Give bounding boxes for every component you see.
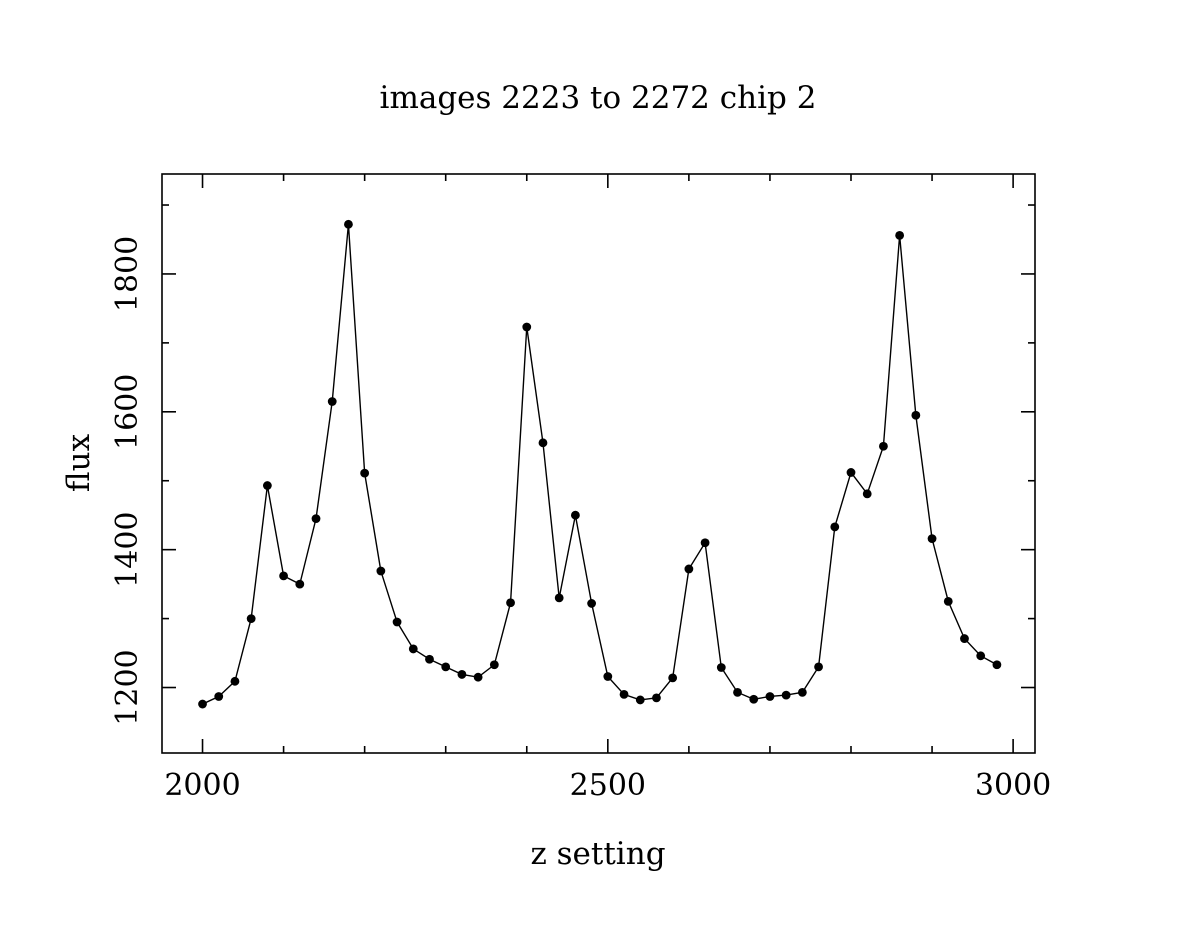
y-tick-label-0: 1200: [110, 649, 145, 725]
data-point-39: [830, 522, 840, 532]
data-series: [198, 219, 1002, 709]
data-point-49: [992, 660, 1002, 670]
data-point-1: [214, 692, 224, 701]
data-point-25: [603, 672, 613, 681]
series-line-0: [202, 224, 998, 705]
x-axis-label: z setting: [530, 836, 665, 872]
data-point-40: [846, 468, 856, 477]
data-point-14: [425, 654, 434, 664]
data-point-2: [230, 676, 240, 686]
data-point-44: [911, 410, 921, 420]
data-point-21: [538, 438, 548, 448]
data-point-8: [327, 397, 337, 406]
data-point-11: [376, 566, 386, 576]
data-point-10: [360, 468, 370, 478]
data-point-41: [862, 489, 872, 499]
data-point-43: [895, 230, 905, 240]
data-point-19: [506, 598, 515, 608]
data-point-4: [262, 481, 272, 490]
data-point-6: [295, 579, 305, 589]
data-point-32: [716, 663, 726, 672]
data-point-3: [246, 614, 256, 623]
data-point-31: [700, 538, 710, 548]
data-point-38: [814, 662, 823, 672]
x-tick-label-1: 2500: [570, 768, 646, 803]
data-point-22: [554, 593, 564, 603]
data-point-18: [489, 660, 499, 670]
data-point-46: [943, 596, 953, 606]
y-axis-tick-labels: 1200 1400 1600 1800: [110, 236, 145, 726]
data-point-9: [344, 219, 353, 229]
data-point-26: [619, 690, 629, 699]
data-point-27: [635, 695, 645, 705]
data-point-24: [587, 599, 597, 608]
data-point-29: [668, 673, 678, 683]
series-0: [198, 219, 1002, 709]
data-point-15: [441, 662, 451, 672]
plot-frame: [161, 173, 1036, 754]
data-point-12: [392, 617, 402, 627]
data-point-13: [408, 644, 418, 654]
data-point-36: [781, 690, 791, 700]
y-tick-label-3: 1800: [110, 236, 145, 312]
axis-ticks: [162, 174, 1035, 753]
y-axis-label: flux: [61, 433, 97, 492]
data-point-47: [960, 634, 969, 643]
data-point-30: [684, 564, 694, 574]
data-point-35: [765, 692, 775, 701]
data-point-0: [198, 699, 207, 709]
data-point-37: [797, 687, 807, 697]
y-tick-label-2: 1600: [110, 374, 145, 450]
chart-title: images 2223 to 2272 chip 2: [380, 80, 817, 116]
data-point-5: [279, 571, 288, 581]
data-point-16: [457, 670, 467, 679]
data-point-45: [927, 534, 937, 544]
data-point-34: [749, 694, 759, 704]
x-axis-tick-labels: 2000 2500 3000: [164, 768, 1051, 803]
data-point-48: [976, 651, 986, 661]
data-point-28: [652, 693, 661, 703]
data-point-33: [733, 687, 742, 697]
data-point-23: [570, 510, 580, 520]
x-tick-label-2: 3000: [975, 768, 1051, 803]
data-point-42: [879, 441, 888, 451]
data-point-17: [473, 672, 483, 682]
x-tick-label-0: 2000: [164, 768, 240, 803]
y-tick-label-1: 1400: [110, 511, 145, 587]
data-point-20: [522, 322, 532, 332]
data-point-7: [311, 514, 321, 524]
